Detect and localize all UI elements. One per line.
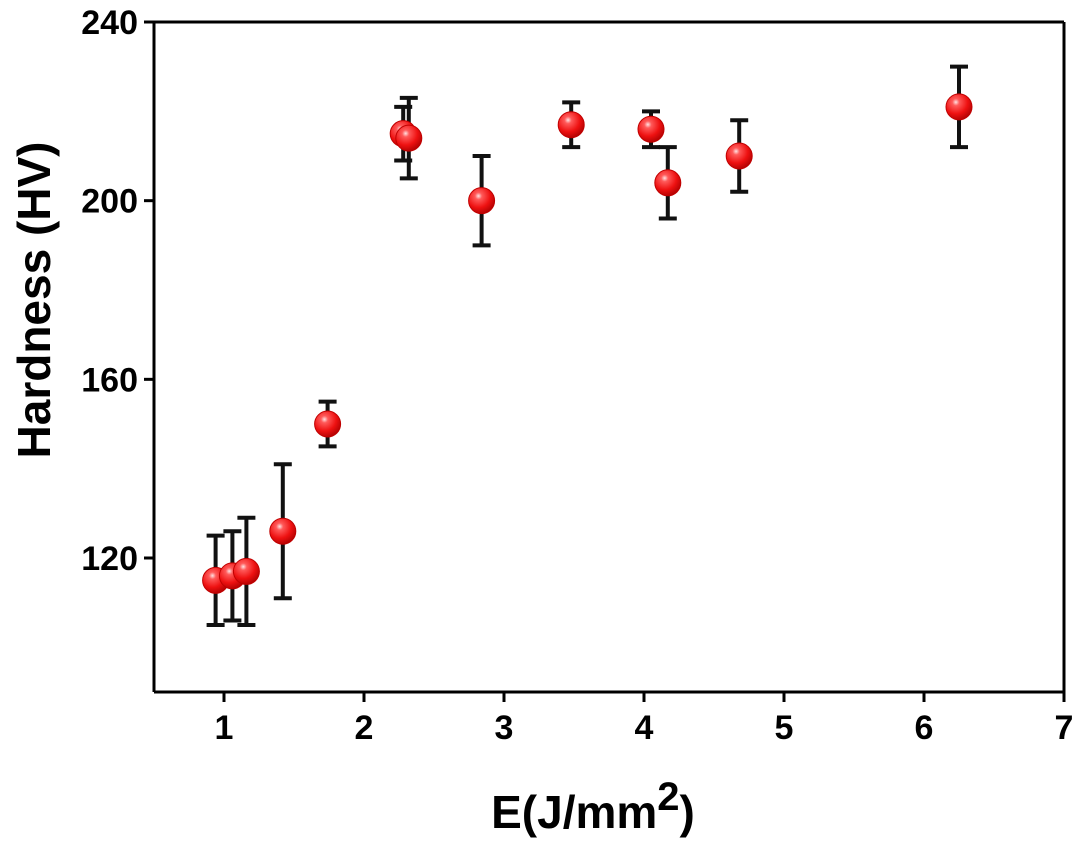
x-tick-label: 6 xyxy=(915,709,934,747)
x-axis-label-tail: ) xyxy=(680,786,695,838)
data-point xyxy=(269,517,297,545)
x-axis-ticks: 1 2 3 4 5 6 7 xyxy=(215,692,1074,747)
data-point xyxy=(557,111,585,139)
data-point xyxy=(314,410,342,438)
x-axis-label: E(J/mm2) xyxy=(491,775,695,838)
y-axis-label: Hardness (HV) xyxy=(8,142,60,459)
data-point xyxy=(395,124,423,152)
y-axis-ticks: 120 160 200 240 xyxy=(81,4,154,578)
x-tick-label: 3 xyxy=(495,709,514,747)
x-tick-label: 4 xyxy=(635,709,654,747)
data-point xyxy=(468,187,496,215)
data-points xyxy=(202,93,973,594)
x-tick-label: 7 xyxy=(1055,709,1074,747)
y-tick-label: 200 xyxy=(81,183,138,221)
data-point xyxy=(637,115,665,143)
y-tick-label: 160 xyxy=(81,361,138,399)
x-axis-label-main: E(J/mm xyxy=(491,786,657,838)
data-point xyxy=(232,557,260,585)
data-point xyxy=(725,142,753,170)
x-axis-label-superscript: 2 xyxy=(657,775,679,819)
x-tick-label: 5 xyxy=(775,709,794,747)
y-tick-label: 120 xyxy=(81,540,138,578)
plot-area xyxy=(152,20,1066,694)
x-tick-label: 2 xyxy=(355,709,374,747)
data-point xyxy=(945,93,973,121)
data-point xyxy=(654,169,682,197)
error-bars xyxy=(206,64,968,627)
y-tick-label: 240 xyxy=(81,4,138,42)
x-tick-label: 1 xyxy=(215,709,234,747)
